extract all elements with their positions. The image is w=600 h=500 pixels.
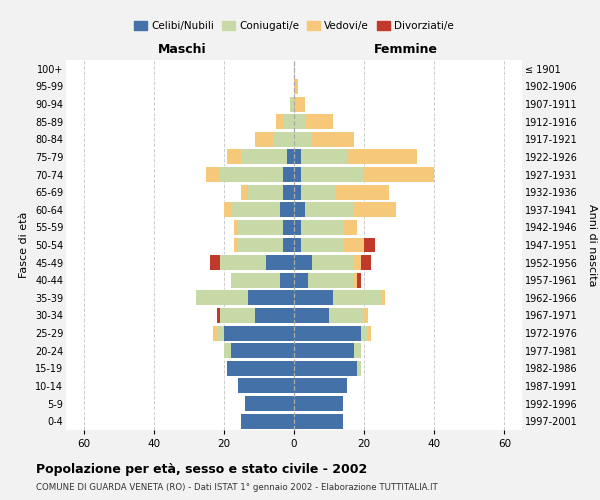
Bar <box>294 255 311 270</box>
Text: Femmine: Femmine <box>374 44 438 57</box>
Bar <box>241 150 287 164</box>
Bar <box>294 202 305 218</box>
Bar <box>294 238 301 252</box>
Bar <box>301 184 336 200</box>
Legend: Celibi/Nubili, Coniugati/e, Vedovi/e, Divorziati/e: Celibi/Nubili, Coniugati/e, Vedovi/e, Di… <box>130 17 458 36</box>
Bar <box>305 114 332 129</box>
Bar <box>224 343 231 358</box>
Bar <box>294 96 305 112</box>
Bar <box>224 326 294 340</box>
Bar <box>294 361 357 376</box>
Bar <box>301 167 364 182</box>
Y-axis label: Fasce di età: Fasce di età <box>19 212 29 278</box>
Bar <box>290 96 294 112</box>
Bar <box>353 255 361 270</box>
Bar <box>220 308 256 323</box>
Bar <box>343 238 364 252</box>
Bar <box>235 220 238 235</box>
Bar <box>382 290 385 306</box>
Bar <box>227 361 294 376</box>
Bar <box>361 326 368 340</box>
Bar <box>217 308 220 323</box>
Bar <box>280 202 294 218</box>
Bar <box>231 343 294 358</box>
Bar <box>364 167 434 182</box>
Bar <box>231 273 280 287</box>
Bar <box>206 167 220 182</box>
Y-axis label: Anni di nascita: Anni di nascita <box>587 204 597 286</box>
Bar <box>266 255 294 270</box>
Bar <box>224 202 231 218</box>
Bar <box>238 238 283 252</box>
Bar <box>231 202 280 218</box>
Bar <box>336 184 389 200</box>
Bar <box>214 326 217 340</box>
Bar <box>311 132 353 147</box>
Bar <box>287 150 294 164</box>
Bar <box>311 255 353 270</box>
Bar <box>248 184 283 200</box>
Bar <box>361 255 371 270</box>
Bar <box>241 414 294 428</box>
Bar <box>245 396 294 411</box>
Bar <box>294 378 347 394</box>
Bar <box>347 150 417 164</box>
Bar <box>329 308 364 323</box>
Text: Popolazione per età, sesso e stato civile - 2002: Popolazione per età, sesso e stato civil… <box>36 462 367 475</box>
Bar <box>283 220 294 235</box>
Bar <box>241 184 248 200</box>
Text: COMUNE DI GUARDA VENETA (RO) - Dati ISTAT 1° gennaio 2002 - Elaborazione TUTTITA: COMUNE DI GUARDA VENETA (RO) - Dati ISTA… <box>36 482 438 492</box>
Text: Maschi: Maschi <box>157 44 206 57</box>
Bar <box>220 167 283 182</box>
Bar <box>227 150 241 164</box>
Bar <box>364 238 374 252</box>
Bar <box>357 361 361 376</box>
Bar <box>283 184 294 200</box>
Bar <box>280 273 294 287</box>
Bar <box>294 114 305 129</box>
Bar <box>210 255 220 270</box>
Bar <box>294 396 343 411</box>
Bar <box>256 132 273 147</box>
Bar <box>301 150 347 164</box>
Bar <box>283 238 294 252</box>
Bar <box>283 114 294 129</box>
Bar <box>301 220 343 235</box>
Bar <box>353 202 396 218</box>
Bar <box>220 255 266 270</box>
Bar <box>301 238 343 252</box>
Bar <box>294 167 301 182</box>
Bar <box>294 184 301 200</box>
Bar <box>368 326 371 340</box>
Bar <box>294 150 301 164</box>
Bar <box>294 220 301 235</box>
Bar <box>196 290 248 306</box>
Bar <box>305 202 353 218</box>
Bar <box>238 220 283 235</box>
Bar <box>357 273 361 287</box>
Bar <box>248 290 294 306</box>
Bar <box>283 167 294 182</box>
Bar <box>273 132 294 147</box>
Bar <box>364 308 368 323</box>
Bar <box>217 326 224 340</box>
Bar <box>294 79 298 94</box>
Bar <box>353 343 361 358</box>
Bar <box>294 326 361 340</box>
Bar <box>332 290 382 306</box>
Bar <box>343 220 357 235</box>
Bar <box>235 238 238 252</box>
Bar <box>294 308 329 323</box>
Bar <box>294 343 353 358</box>
Bar <box>294 414 343 428</box>
Bar <box>294 290 332 306</box>
Bar <box>277 114 283 129</box>
Bar <box>308 273 353 287</box>
Bar <box>238 378 294 394</box>
Bar <box>256 308 294 323</box>
Bar <box>353 273 357 287</box>
Bar <box>294 132 311 147</box>
Bar <box>294 273 308 287</box>
